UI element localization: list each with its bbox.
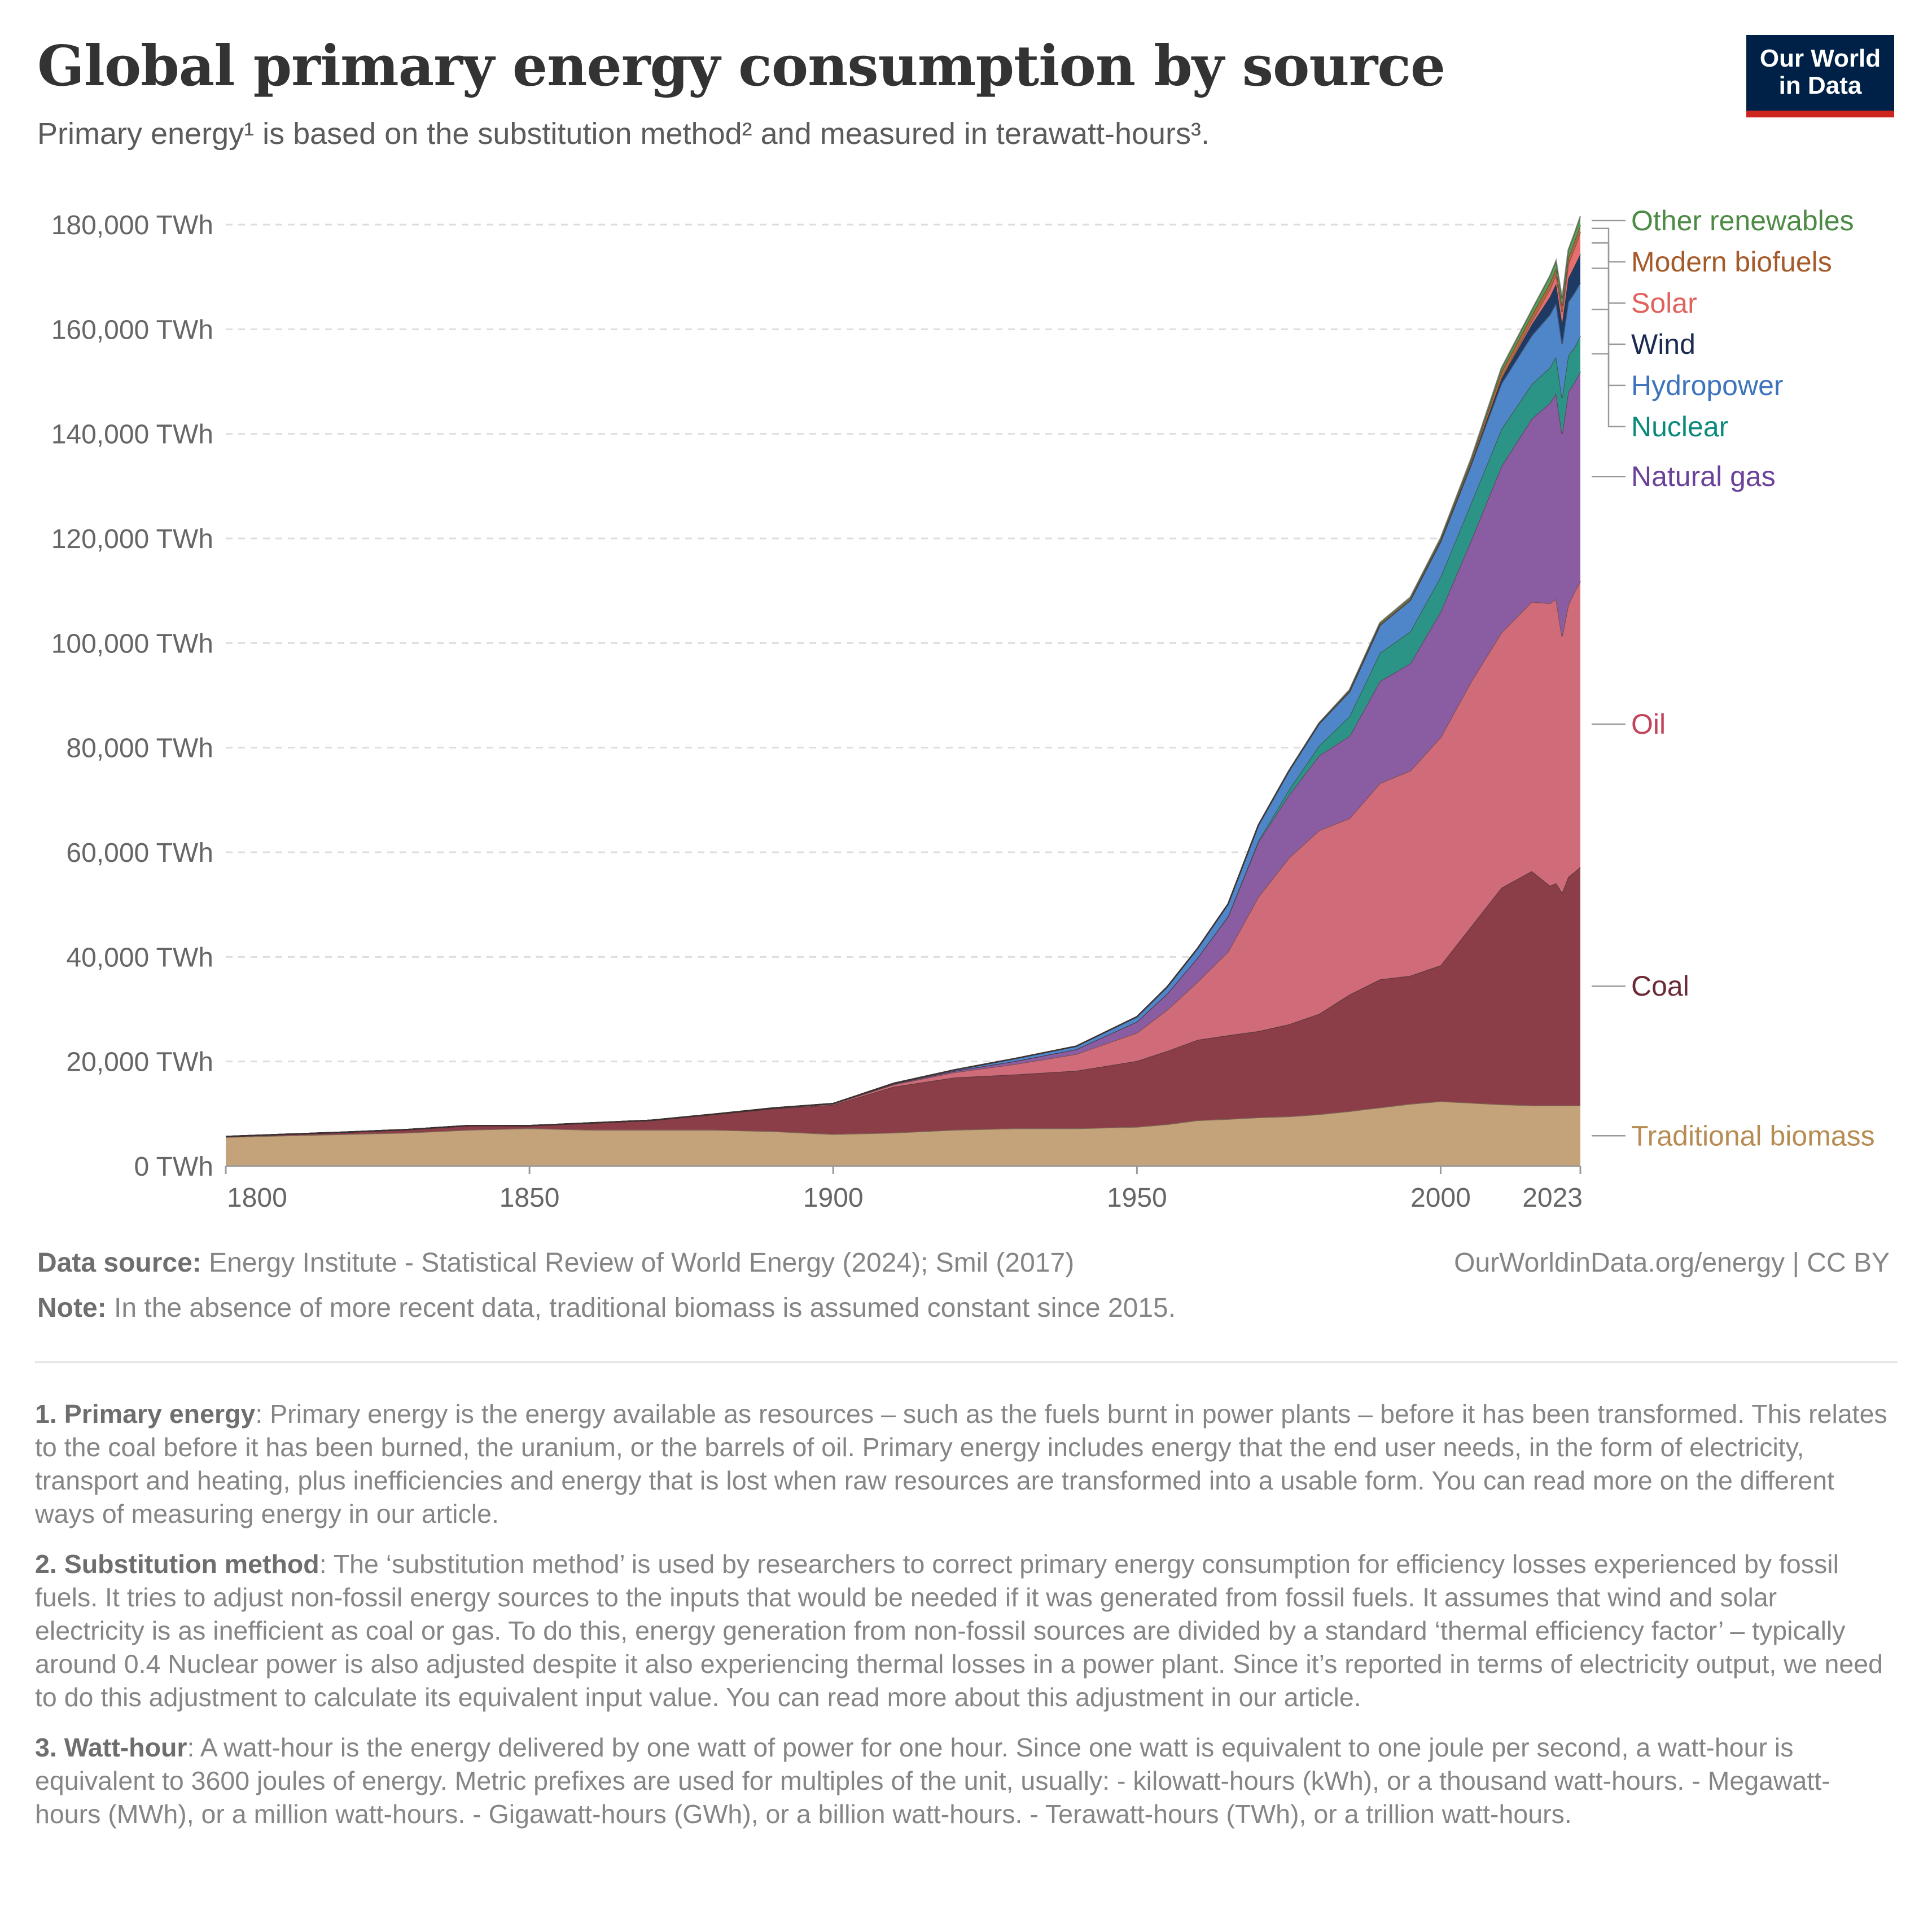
- owid-logo[interactable]: Our World in Data: [1746, 35, 1894, 117]
- x-tick-label: 2000: [1410, 1183, 1471, 1213]
- series-label-traditional-biomass[interactable]: Traditional biomass: [1631, 1120, 1875, 1151]
- x-tick-label: 1800: [227, 1183, 287, 1213]
- y-tick-label: 40,000 TWh: [66, 943, 213, 972]
- source-text: Energy Institute - Statistical Review of…: [209, 1248, 1075, 1278]
- footnote-2-label: 2. Substitution method: [35, 1549, 319, 1579]
- chart-note: Note: In the absence of more recent data…: [37, 1293, 1176, 1324]
- y-tick-label: 120,000 TWh: [51, 524, 213, 554]
- series-label-coal[interactable]: Coal: [1631, 970, 1689, 1002]
- y-tick-label: 100,000 TWh: [51, 629, 213, 659]
- y-tick-label: 160,000 TWh: [51, 315, 213, 345]
- y-tick-label: 80,000 TWh: [66, 734, 213, 764]
- area-coal: [226, 866, 1580, 1137]
- footnotes: 1. Primary energy: Primary energy is the…: [35, 1397, 1892, 1848]
- x-tick-label: 1900: [803, 1183, 864, 1213]
- footnote-2: 2. Substitution method: The ‘substitutio…: [35, 1548, 1892, 1714]
- x-tick-label: 1850: [500, 1183, 560, 1213]
- note-text: In the absence of more recent data, trad…: [114, 1293, 1176, 1323]
- leader-line: [1592, 353, 1626, 428]
- footnote-2-text: : The ‘substitution method’ is used by r…: [35, 1549, 1883, 1712]
- footnote-3-label: 3. Watt-hour: [35, 1733, 187, 1762]
- y-tick-label: 140,000 TWh: [51, 420, 213, 450]
- divider: [35, 1361, 1898, 1363]
- area-chart: 0 TWh 20,000 TWh 40,000 TWh 60,000 TWh 80,00…: [51, 205, 1875, 1213]
- area-edge-other-renewables: [225, 216, 1581, 1137]
- footnote-3: 3. Watt-hour: A watt-hour is the energy …: [35, 1731, 1892, 1831]
- x-tick-label: 2023: [1522, 1183, 1583, 1213]
- axes: 0 TWh 20,000 TWh 40,000 TWh 60,000 TWh 80,00…: [51, 211, 1583, 1213]
- footnote-1-label: 1. Primary energy: [35, 1399, 256, 1429]
- series-label-modern-biofuels[interactable]: Modern biofuels: [1631, 246, 1832, 278]
- series-label-natural-gas[interactable]: Natural gas: [1631, 461, 1776, 492]
- series-labels: Other renewables Modern biofuels Solar Wind…: [1592, 205, 1875, 1151]
- series-label-nuclear[interactable]: Nuclear: [1631, 411, 1728, 443]
- area-oil: [226, 581, 1580, 1137]
- stacked-areas: [225, 216, 1581, 1166]
- series-label-solar[interactable]: Solar: [1631, 287, 1697, 319]
- footnote-1: 1. Primary energy: Primary energy is the…: [35, 1397, 1892, 1531]
- y-tick-label: 0 TWh: [134, 1152, 213, 1182]
- grid-lines: [226, 224, 1580, 1063]
- footnote-1-text: : Primary energy is the energy available…: [35, 1399, 1887, 1528]
- leader-line: [1592, 268, 1626, 345]
- chart-subtitle: Primary energy¹ is based on the substitu…: [37, 117, 1210, 151]
- leader-line: [1592, 308, 1626, 387]
- series-label-hydropower[interactable]: Hydropower: [1631, 370, 1784, 401]
- credit-link[interactable]: OurWorldinData.org/energy | CC BY: [1454, 1248, 1890, 1278]
- data-source: Data source: Energy Institute - Statisti…: [37, 1247, 1074, 1278]
- series-label-wind[interactable]: Wind: [1631, 328, 1695, 360]
- note-label: Note:: [37, 1293, 107, 1323]
- source-label: Data source:: [37, 1248, 201, 1278]
- series-label-other-renewables[interactable]: Other renewables: [1631, 205, 1854, 236]
- x-tick-label: 1950: [1107, 1183, 1167, 1213]
- logo-line-2: in Data: [1778, 72, 1862, 99]
- footnote-3-text: : A watt-hour is the energy delivered by…: [35, 1733, 1830, 1829]
- y-tick-label: 180,000 TWh: [51, 211, 213, 240]
- logo-line-1: Our World: [1759, 45, 1881, 72]
- series-label-oil[interactable]: Oil: [1631, 708, 1666, 740]
- y-tick-label: 60,000 TWh: [66, 838, 213, 868]
- chart-title: Global primary energy consumption by sou…: [37, 34, 1445, 99]
- area-traditional-biomass: [226, 1101, 1580, 1166]
- y-tick-label: 20,000 TWh: [66, 1048, 213, 1077]
